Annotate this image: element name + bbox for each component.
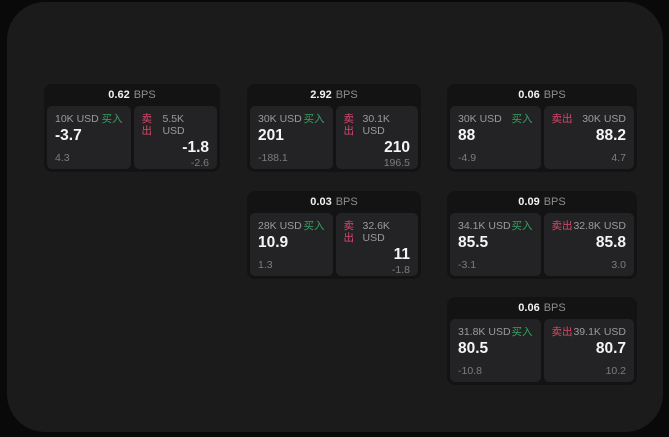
buy-tile[interactable]: 28K USD 买入 10.9 1.3 (250, 213, 333, 276)
buy-tile[interactable]: 30K USD 买入 201 -188.1 (250, 106, 333, 169)
sell-change: -2.6 (190, 157, 209, 169)
sell-tile[interactable]: 卖出 5.5K USD -1.8 -2.6 (133, 106, 217, 169)
sell-price: -1.8 (182, 139, 209, 156)
sell-price: 80.7 (595, 340, 626, 357)
quote-card: 0.03 BPS 28K USD 买入 10.9 1.3 卖出 32.6K US… (247, 191, 421, 279)
quote-body: 34.1K USD 买入 85.5 -3.1 卖出 32.8K USD 85.8… (447, 213, 637, 279)
quote-card: 0.06 BPS 30K USD 买入 88 -4.9 卖出 30K USD 8… (447, 84, 637, 172)
sell-label: 卖出 (551, 326, 573, 338)
bps-value: 0.09 (518, 196, 540, 208)
sell-label: 卖出 (551, 220, 573, 232)
buy-size: 34.1K USD (458, 220, 511, 232)
main-panel: 0.62 BPS 10K USD 买入 -3.7 4.3 卖出 5.5K USD… (7, 2, 663, 432)
buy-size: 31.8K USD (458, 326, 511, 338)
sell-size: 32.8K USD (573, 220, 626, 232)
buy-price: -3.7 (55, 127, 82, 144)
sell-tile[interactable]: 卖出 30K USD 88.2 4.7 (543, 106, 634, 169)
bps-value: 2.92 (310, 89, 332, 101)
sell-price: 210 (384, 139, 410, 156)
sell-size: 5.5K USD (162, 113, 185, 137)
bps-value: 0.06 (518, 89, 540, 101)
sell-price: 85.8 (595, 234, 626, 251)
bps-header: 0.06 BPS (447, 297, 637, 319)
buy-label: 买入 (511, 220, 533, 232)
buy-change: -10.8 (458, 365, 482, 377)
buy-label: 买入 (511, 113, 533, 125)
buy-size: 28K USD (258, 220, 302, 232)
buy-change: -3.1 (458, 259, 477, 271)
bps-header: 0.62 BPS (44, 84, 220, 106)
sell-tile[interactable]: 卖出 39.1K USD 80.7 10.2 (543, 319, 634, 382)
sell-price: 11 (393, 246, 410, 263)
sell-tile[interactable]: 卖出 32.6K USD 11 -1.8 (335, 213, 418, 276)
buy-tile[interactable]: 10K USD 买入 -3.7 4.3 (47, 106, 131, 169)
sell-label: 卖出 (343, 113, 355, 137)
buy-price: 88 (458, 127, 476, 144)
bps-value: 0.06 (518, 302, 540, 314)
bps-suffix-label: BPS (335, 89, 358, 101)
sell-tile[interactable]: 卖出 30.1K USD 210 196.5 (335, 106, 418, 169)
buy-change: -4.9 (458, 152, 477, 164)
buy-label: 买入 (101, 113, 123, 125)
bps-value: 0.62 (108, 89, 130, 101)
quote-card: 2.92 BPS 30K USD 买入 201 -188.1 卖出 30.1K … (247, 84, 421, 172)
buy-size: 10K USD (55, 113, 99, 125)
bps-suffix-label: BPS (543, 302, 566, 314)
buy-change: -188.1 (258, 152, 288, 164)
sell-label: 卖出 (141, 113, 153, 137)
sell-change: 3.0 (611, 259, 626, 271)
bps-suffix-label: BPS (335, 196, 358, 208)
buy-label: 买入 (511, 326, 533, 338)
quote-body: 30K USD 买入 88 -4.9 卖出 30K USD 88.2 4.7 (447, 106, 637, 172)
buy-tile[interactable]: 34.1K USD 买入 85.5 -3.1 (450, 213, 541, 276)
quote-body: 28K USD 买入 10.9 1.3 卖出 32.6K USD 11 -1.8 (247, 213, 421, 279)
bps-header: 2.92 BPS (247, 84, 421, 106)
sell-label: 卖出 (551, 113, 573, 125)
quote-card: 0.09 BPS 34.1K USD 买入 85.5 -3.1 卖出 32.8K… (447, 191, 637, 279)
buy-label: 买入 (303, 220, 325, 232)
bps-suffix-label: BPS (133, 89, 156, 101)
bps-suffix-label: BPS (543, 89, 566, 101)
quote-body: 10K USD 买入 -3.7 4.3 卖出 5.5K USD -1.8 -2.… (44, 106, 220, 172)
sell-size: 32.6K USD (362, 220, 390, 244)
buy-price: 10.9 (258, 234, 289, 251)
buy-label: 买入 (303, 113, 325, 125)
sell-size: 30K USD (582, 113, 626, 125)
bps-header: 0.09 BPS (447, 191, 637, 213)
bps-value: 0.03 (310, 196, 332, 208)
sell-label: 卖出 (343, 220, 355, 244)
sell-change: 196.5 (383, 157, 410, 169)
buy-size: 30K USD (458, 113, 502, 125)
quote-body: 30K USD 买入 201 -188.1 卖出 30.1K USD 210 1… (247, 106, 421, 172)
sell-change: -1.8 (391, 264, 410, 276)
sell-price: 88.2 (595, 127, 626, 144)
quote-card: 0.62 BPS 10K USD 买入 -3.7 4.3 卖出 5.5K USD… (44, 84, 220, 172)
buy-change: 4.3 (55, 152, 70, 164)
bps-suffix-label: BPS (543, 196, 566, 208)
buy-price: 201 (258, 127, 284, 144)
buy-tile[interactable]: 31.8K USD 买入 80.5 -10.8 (450, 319, 541, 382)
quote-card: 0.06 BPS 31.8K USD 买入 80.5 -10.8 卖出 39.1… (447, 297, 637, 385)
bps-header: 0.06 BPS (447, 84, 637, 106)
buy-tile[interactable]: 30K USD 买入 88 -4.9 (450, 106, 541, 169)
quote-body: 31.8K USD 买入 80.5 -10.8 卖出 39.1K USD 80.… (447, 319, 637, 385)
sell-change: 10.2 (605, 365, 626, 377)
buy-price: 80.5 (458, 340, 489, 357)
buy-size: 30K USD (258, 113, 302, 125)
buy-price: 85.5 (458, 234, 489, 251)
sell-size: 39.1K USD (573, 326, 626, 338)
bps-header: 0.03 BPS (247, 191, 421, 213)
sell-tile[interactable]: 卖出 32.8K USD 85.8 3.0 (543, 213, 634, 276)
buy-change: 1.3 (258, 259, 273, 271)
sell-size: 30.1K USD (362, 113, 390, 137)
sell-change: 4.7 (611, 152, 626, 164)
